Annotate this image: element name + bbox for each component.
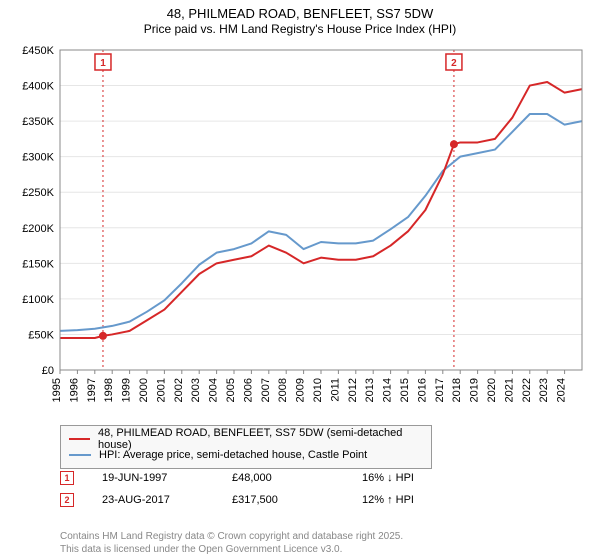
svg-text:£250K: £250K — [22, 187, 54, 199]
legend-label: HPI: Average price, semi-detached house,… — [99, 449, 367, 461]
svg-text:£350K: £350K — [22, 116, 54, 128]
legend-row: 48, PHILMEAD ROAD, BENFLEET, SS7 5DW (se… — [69, 431, 423, 447]
svg-text:£150K: £150K — [22, 258, 54, 270]
svg-text:2019: 2019 — [469, 378, 481, 402]
svg-text:2003: 2003 — [190, 378, 202, 402]
svg-text:1997: 1997 — [86, 378, 98, 402]
svg-text:2024: 2024 — [556, 378, 568, 402]
svg-text:£300K: £300K — [22, 152, 54, 164]
svg-text:2009: 2009 — [295, 378, 307, 402]
svg-text:1995: 1995 — [51, 378, 63, 402]
svg-text:2008: 2008 — [277, 378, 289, 402]
svg-text:2014: 2014 — [382, 378, 394, 402]
svg-text:1: 1 — [100, 58, 106, 69]
svg-text:£50K: £50K — [28, 329, 54, 341]
svg-text:2006: 2006 — [242, 378, 254, 402]
legend-swatch — [69, 438, 90, 440]
svg-text:2021: 2021 — [503, 378, 515, 402]
svg-text:2013: 2013 — [364, 378, 376, 402]
chart-title-line2: Price paid vs. HM Land Registry's House … — [0, 22, 600, 36]
legend: 48, PHILMEAD ROAD, BENFLEET, SS7 5DW (se… — [60, 425, 432, 469]
sale-delta: 16% ↓ HPI — [362, 472, 482, 484]
sale-delta: 12% ↑ HPI — [362, 494, 482, 506]
sale-marker-icon: 2 — [60, 493, 74, 507]
svg-text:2012: 2012 — [347, 378, 359, 402]
sale-marker-icon: 1 — [60, 471, 74, 485]
svg-text:£100K: £100K — [22, 294, 54, 306]
svg-text:2005: 2005 — [225, 378, 237, 402]
chart-area: £0 £50K £100K £150K £200K £250K £300K £350K £400… — [0, 40, 600, 420]
svg-text:2002: 2002 — [173, 378, 185, 402]
svg-text:1996: 1996 — [68, 378, 80, 402]
svg-text:2011: 2011 — [329, 378, 341, 402]
svg-text:2000: 2000 — [138, 378, 150, 402]
svg-text:2010: 2010 — [312, 378, 324, 402]
svg-text:2022: 2022 — [521, 378, 533, 402]
legend-swatch — [69, 454, 91, 456]
sale-price: £317,500 — [232, 494, 362, 506]
svg-text:2016: 2016 — [416, 378, 428, 402]
svg-text:£400K: £400K — [22, 81, 54, 93]
svg-text:£0: £0 — [42, 365, 54, 377]
legend-label: 48, PHILMEAD ROAD, BENFLEET, SS7 5DW (se… — [98, 427, 423, 451]
attribution: Contains HM Land Registry data © Crown c… — [60, 531, 403, 556]
sale-date: 19-JUN-1997 — [102, 472, 232, 484]
attribution-line: This data is licensed under the Open Gov… — [60, 544, 403, 557]
svg-text:2004: 2004 — [208, 378, 220, 402]
attribution-line: Contains HM Land Registry data © Crown c… — [60, 531, 403, 544]
sale-row: 1 19-JUN-1997 £48,000 16% ↓ HPI — [60, 467, 560, 489]
sale-price: £48,000 — [232, 472, 362, 484]
sale-row: 2 23-AUG-2017 £317,500 12% ↑ HPI — [60, 489, 560, 511]
svg-text:2001: 2001 — [155, 378, 167, 402]
svg-text:1999: 1999 — [121, 378, 133, 402]
chart-title-line1: 48, PHILMEAD ROAD, BENFLEET, SS7 5DW — [0, 6, 600, 21]
svg-text:2020: 2020 — [486, 378, 498, 402]
svg-text:2017: 2017 — [434, 378, 446, 402]
svg-text:£450K: £450K — [22, 45, 54, 57]
svg-text:2018: 2018 — [451, 378, 463, 402]
svg-text:2007: 2007 — [260, 378, 272, 402]
svg-text:2015: 2015 — [399, 378, 411, 402]
sale-markers-table: 1 19-JUN-1997 £48,000 16% ↓ HPI 2 23-AUG… — [60, 467, 560, 511]
svg-text:2: 2 — [451, 58, 457, 69]
sale-date: 23-AUG-2017 — [102, 494, 232, 506]
svg-text:2023: 2023 — [538, 378, 550, 402]
svg-text:£200K: £200K — [22, 223, 54, 235]
svg-text:1998: 1998 — [103, 378, 115, 402]
